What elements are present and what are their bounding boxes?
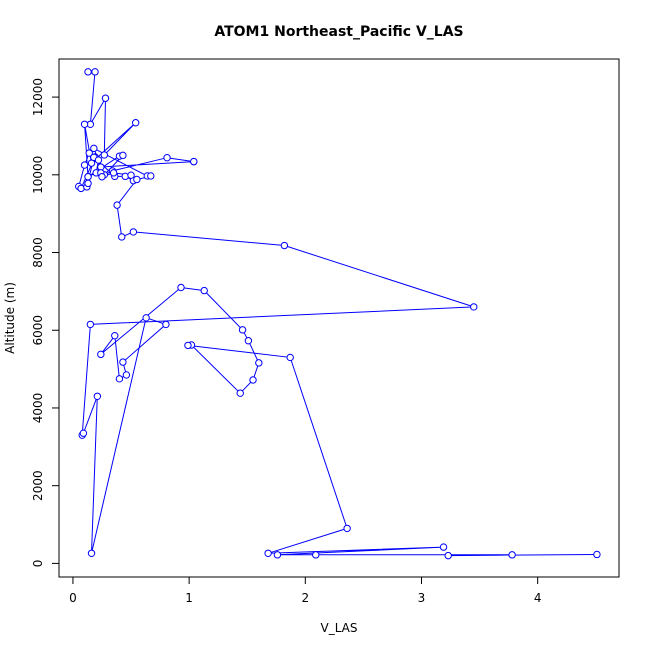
data-point — [109, 169, 118, 177]
data-point — [113, 201, 121, 209]
data-point — [121, 172, 129, 181]
data-point — [439, 543, 448, 551]
data-point — [100, 151, 109, 159]
data-point — [131, 119, 140, 127]
data-point — [119, 358, 127, 366]
data-point — [86, 320, 95, 329]
data-point — [162, 320, 170, 329]
data-point — [101, 94, 110, 102]
data-point — [122, 371, 131, 379]
y-tick-label: 12000 — [31, 78, 45, 116]
data-point — [91, 68, 99, 76]
data-point — [190, 157, 198, 166]
data-point — [244, 337, 253, 345]
data-point — [127, 171, 135, 179]
data-point — [118, 233, 126, 241]
y-axis-label: Altitude (m) — [3, 282, 17, 354]
data-point — [163, 154, 171, 162]
x-tick-label: 3 — [418, 591, 426, 605]
data-point — [147, 172, 155, 180]
data-point — [84, 68, 92, 76]
data-point — [98, 173, 106, 181]
data-point — [115, 375, 124, 383]
x-axis-label: V_LAS — [321, 621, 358, 635]
data-point — [343, 524, 351, 533]
chart-title: ATOM1 Northeast_Pacific V_LAS — [214, 24, 463, 40]
data-point — [444, 551, 452, 560]
data-point — [119, 151, 127, 160]
y-tick-label: 10000 — [31, 156, 45, 194]
x-axis: 0 1 2 3 4 — [69, 576, 542, 605]
data-point — [111, 331, 119, 340]
x-tick-label: 0 — [69, 591, 77, 605]
y-axis: 0 2000 4000 6000 8000 10000 12000 — [31, 78, 60, 568]
data-point — [93, 392, 102, 401]
data-point — [177, 283, 185, 292]
data-point — [85, 149, 93, 157]
data-point — [84, 173, 92, 181]
data-point — [79, 429, 88, 437]
data-point — [94, 156, 103, 164]
data-point — [249, 376, 257, 384]
y-tick-label: 8000 — [31, 237, 45, 268]
data-point — [184, 341, 192, 350]
plot-area — [75, 68, 601, 560]
data-point — [84, 179, 92, 188]
data-point — [142, 314, 150, 322]
y-tick-label: 6000 — [31, 315, 45, 346]
x-tick-label: 1 — [185, 591, 193, 605]
y-tick-label: 0 — [31, 560, 45, 568]
data-point — [87, 549, 96, 557]
data-point — [97, 350, 105, 359]
data-point — [80, 161, 89, 169]
data-point — [129, 228, 138, 236]
data-point — [593, 550, 601, 559]
x-tick-label: 2 — [301, 591, 309, 605]
data-point — [508, 551, 516, 559]
data-point — [255, 359, 263, 367]
data-point — [80, 120, 89, 128]
data-point — [238, 326, 247, 334]
y-tick-label: 2000 — [31, 470, 45, 501]
data-point — [236, 389, 244, 397]
data-point — [133, 175, 141, 184]
data-point — [273, 551, 282, 559]
data-point — [312, 551, 320, 559]
data-point — [470, 303, 478, 311]
data-point — [280, 241, 289, 250]
data-point — [90, 144, 98, 153]
data-point — [286, 353, 294, 362]
data-point — [264, 549, 272, 557]
y-tick-label: 4000 — [31, 393, 45, 424]
data-point — [200, 286, 208, 295]
x-tick-label: 4 — [534, 591, 542, 605]
